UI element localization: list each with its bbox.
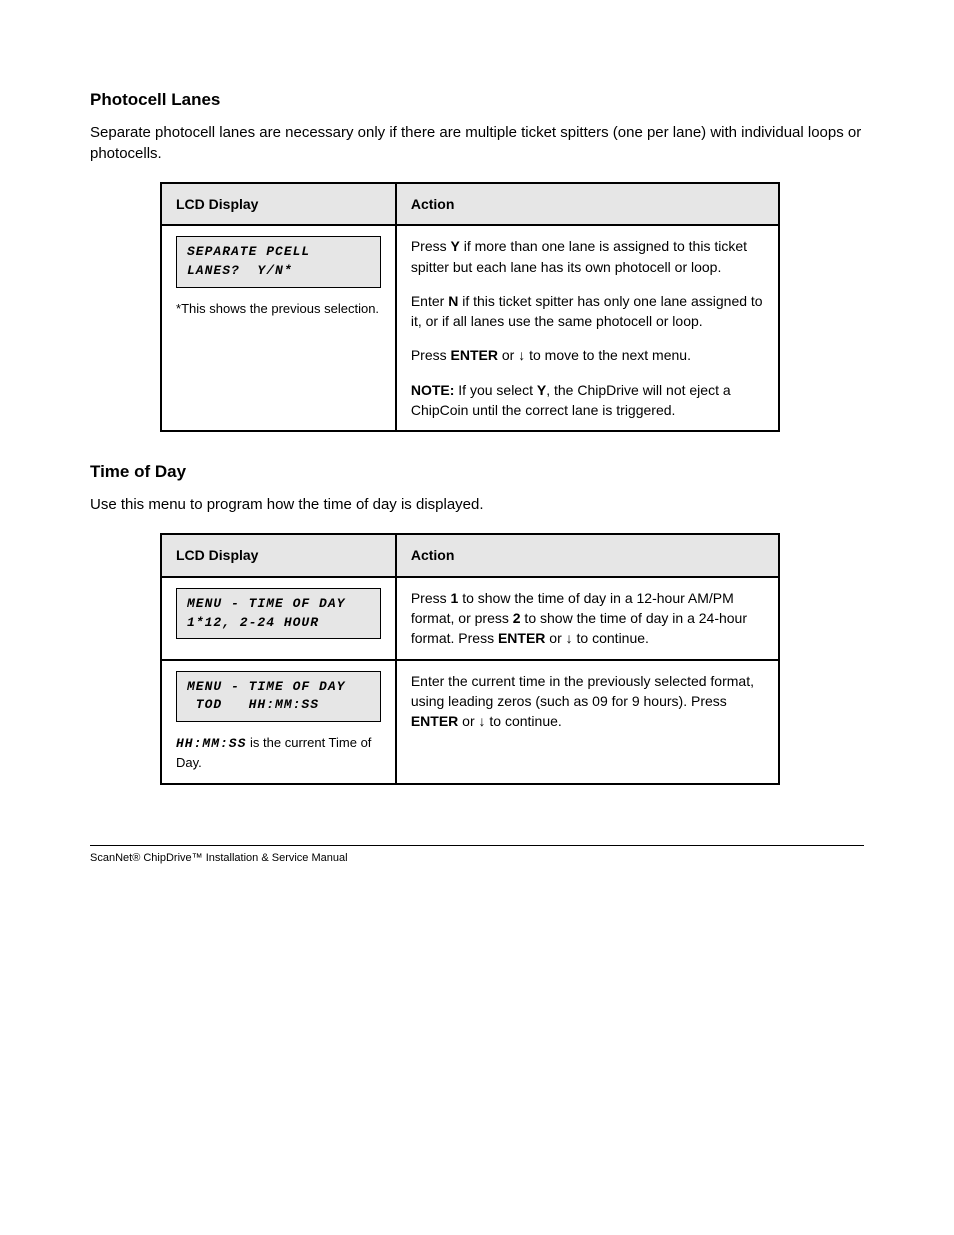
photocell-table: LCD Display Action SEPARATE PCELL LANES?…: [160, 182, 780, 432]
section-intro: Separate photocell lanes are necessary o…: [90, 122, 864, 164]
action-paragraph: NOTE: If you select Y, the ChipDrive wil…: [411, 380, 764, 421]
action-paragraph: Enter the current time in the previously…: [411, 671, 764, 732]
cell-display: MENU - TIME OF DAY TOD HH:MM:SS HH:MM:SS…: [161, 660, 396, 784]
display-note: HH:MM:SS is the current Time of Day.: [176, 734, 381, 773]
action-paragraph: Enter N if this ticket spitter has only …: [411, 291, 764, 332]
lcd-display: MENU - TIME OF DAY 1*12, 2-24 HOUR: [176, 588, 381, 640]
lcd-display: SEPARATE PCELL LANES? Y/N*: [176, 236, 381, 288]
cell-action: Press Y if more than one lane is assigne…: [396, 225, 779, 431]
section-photocell: Photocell Lanes Separate photocell lanes…: [90, 90, 864, 432]
cell-action: Enter the current time in the previously…: [396, 660, 779, 784]
section-heading: Photocell Lanes: [90, 90, 864, 110]
page: Photocell Lanes Separate photocell lanes…: [0, 0, 954, 904]
cell-display: SEPARATE PCELL LANES? Y/N* *This shows t…: [161, 225, 396, 431]
table-row: MENU - TIME OF DAY 1*12, 2-24 HOUR Press…: [161, 577, 779, 660]
timeofday-table: LCD Display Action MENU - TIME OF DAY 1*…: [160, 533, 780, 785]
footer-rule: [90, 845, 864, 846]
table-row: SEPARATE PCELL LANES? Y/N* *This shows t…: [161, 225, 779, 431]
lcd-display: MENU - TIME OF DAY TOD HH:MM:SS: [176, 671, 381, 723]
display-note: *This shows the previous selection.: [176, 300, 381, 319]
footer-text: ScanNet® ChipDrive™ Installation & Servi…: [90, 852, 864, 864]
table-header-action: Action: [396, 534, 779, 576]
cell-action: Press 1 to show the time of day in a 12-…: [396, 577, 779, 660]
section-intro: Use this menu to program how the time of…: [90, 494, 864, 515]
table-header-display: LCD Display: [161, 183, 396, 225]
action-paragraph: Press 1 to show the time of day in a 12-…: [411, 588, 764, 649]
section-heading: Time of Day: [90, 462, 864, 482]
cell-display: MENU - TIME OF DAY 1*12, 2-24 HOUR: [161, 577, 396, 660]
section-timeofday: Time of Day Use this menu to program how…: [90, 462, 864, 785]
table-header-display: LCD Display: [161, 534, 396, 576]
table-row: MENU - TIME OF DAY TOD HH:MM:SS HH:MM:SS…: [161, 660, 779, 784]
action-paragraph: Press Y if more than one lane is assigne…: [411, 236, 764, 277]
action-paragraph: Press ENTER or ↓ to move to the next men…: [411, 345, 764, 365]
table-header-action: Action: [396, 183, 779, 225]
